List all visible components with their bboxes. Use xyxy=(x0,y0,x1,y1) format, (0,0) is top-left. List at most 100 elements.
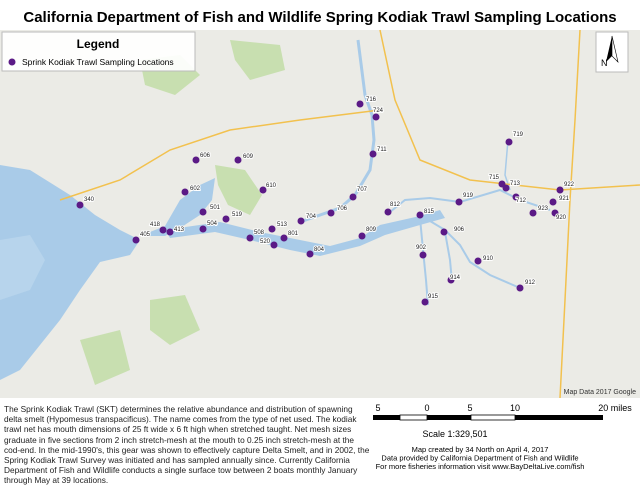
station-marker xyxy=(297,217,305,225)
station-marker xyxy=(199,225,207,233)
legend-entry: Sprink Kodiak Trawl Sampling Locations xyxy=(22,57,174,67)
scale-label: 10 xyxy=(510,403,520,413)
north-arrow xyxy=(606,36,612,62)
station-label: 902 xyxy=(416,245,427,251)
station-label: 712 xyxy=(516,198,527,204)
station-label: 712 xyxy=(516,198,527,204)
station-label: 606 xyxy=(200,153,211,159)
station-label: 520 xyxy=(260,239,271,245)
station-label: 910 xyxy=(483,256,494,262)
station-marker xyxy=(358,232,366,240)
station-label: 804 xyxy=(314,247,325,253)
scale-text: Scale 1:329,501 xyxy=(422,429,487,439)
station-label: 719 xyxy=(513,132,524,138)
highways xyxy=(59,29,640,399)
station-label: 519 xyxy=(232,212,243,218)
station-label: 610 xyxy=(266,183,277,189)
legend-box xyxy=(1,31,196,72)
station-marker xyxy=(132,236,140,244)
station-label: 801 xyxy=(288,231,299,237)
station-label: 922 xyxy=(564,182,575,188)
station-label: 501 xyxy=(210,205,221,211)
scale-label: 20 miles xyxy=(598,403,632,413)
station-marker xyxy=(512,193,520,201)
station-label: 719 xyxy=(513,132,524,138)
station-label: 504 xyxy=(207,221,218,227)
station-marker xyxy=(222,215,230,223)
station-label: 922 xyxy=(564,182,575,188)
scale-label: 5 xyxy=(375,403,380,413)
station-marker xyxy=(356,100,364,108)
station-label: 340 xyxy=(84,197,95,203)
station-label: 801 xyxy=(288,231,299,237)
station-label: 508 xyxy=(254,230,265,236)
station-label: 815 xyxy=(424,209,435,215)
station-label: 704 xyxy=(306,214,317,220)
station-marker xyxy=(268,225,276,233)
station-marker xyxy=(192,156,200,164)
station-label: 610 xyxy=(266,183,277,189)
station-label: 519 xyxy=(232,212,243,218)
description: The Sprink Kodiak Trawl (SKT) determines… xyxy=(4,404,370,486)
station-label: 724 xyxy=(373,108,384,114)
station-label: 914 xyxy=(450,275,461,281)
station-marker xyxy=(246,234,254,242)
station-marker xyxy=(181,188,189,196)
station-label: 513 xyxy=(277,222,288,228)
station-label: 418 xyxy=(150,222,161,228)
station-marker xyxy=(234,156,242,164)
station-label: 609 xyxy=(243,154,254,160)
station-label: 707 xyxy=(357,187,368,193)
station-label: 405 xyxy=(140,232,151,238)
scale-label: 0 xyxy=(424,403,429,413)
station-label: 707 xyxy=(357,187,368,193)
water xyxy=(0,165,445,380)
scale-label: 5 xyxy=(467,403,472,413)
station-label: 921 xyxy=(559,196,570,202)
station-label: 602 xyxy=(190,186,201,192)
station-marker xyxy=(166,228,174,236)
station-label: 914 xyxy=(450,275,461,281)
station-label: 340 xyxy=(84,197,95,203)
station-label: 418 xyxy=(150,222,161,228)
station-label: 513 xyxy=(277,222,288,228)
station-marker xyxy=(369,150,377,158)
station-marker xyxy=(270,241,278,249)
station-marker xyxy=(505,138,513,146)
station-label: 716 xyxy=(366,97,377,103)
station-label: 504 xyxy=(207,221,218,227)
station-label: 912 xyxy=(525,280,536,286)
station-label: 724 xyxy=(373,108,384,114)
legend-marker xyxy=(8,58,16,66)
station-label: 520 xyxy=(260,239,271,245)
station-marker xyxy=(419,251,427,259)
station-marker xyxy=(474,257,482,265)
credit-line: Data provided by California Department o… xyxy=(381,454,578,463)
station-label: 812 xyxy=(390,202,401,208)
footer xyxy=(0,398,640,480)
north-label: N xyxy=(601,58,608,68)
station-label: 910 xyxy=(483,256,494,262)
station-label: 501 xyxy=(210,205,221,211)
station-marker xyxy=(549,198,557,206)
station-label: 809 xyxy=(366,227,377,233)
station-marker xyxy=(421,298,429,306)
station-label: 923 xyxy=(538,206,549,212)
station-label: 508 xyxy=(254,230,265,236)
station-marker xyxy=(440,228,448,236)
station-label: 906 xyxy=(454,227,465,233)
station-label: 915 xyxy=(428,294,439,300)
station-label: 812 xyxy=(390,202,401,208)
station-label: 915 xyxy=(428,294,439,300)
station-marker xyxy=(455,198,463,206)
north-arrow xyxy=(611,35,619,63)
station-label: 906 xyxy=(454,227,465,233)
station-label: 920 xyxy=(556,215,567,221)
station-label: 606 xyxy=(200,153,211,159)
station-label: 704 xyxy=(306,214,317,220)
station-label: 713 xyxy=(510,181,521,187)
station-marker xyxy=(529,209,537,217)
station-label: 413 xyxy=(174,227,185,233)
